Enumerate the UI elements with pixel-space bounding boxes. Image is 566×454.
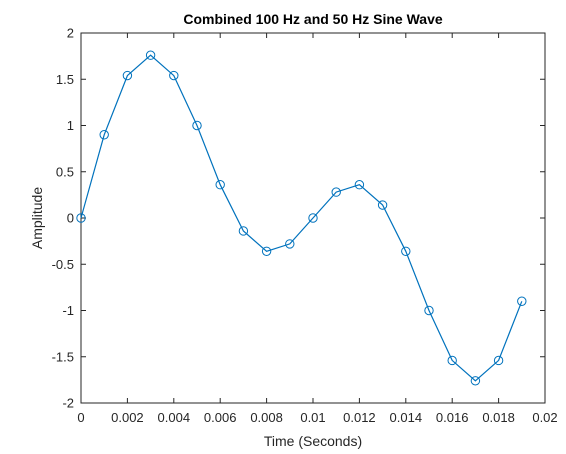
x-axis-ticks: 0 0.002 0.004 0.006 0.008 0.01 0.012 0.014 0.016… bbox=[77, 33, 558, 425]
data-point-marker bbox=[308, 213, 318, 223]
x-tick-label: 0.002 bbox=[111, 410, 144, 425]
y-tick-label: 1.5 bbox=[56, 72, 74, 87]
series-line bbox=[80, 54, 523, 382]
data-point-marker bbox=[261, 246, 272, 257]
plot-area: 0 0.002 0.004 0.006 0.008 0.01 0.012 0.014 0.016… bbox=[52, 26, 558, 426]
data-point-marker bbox=[285, 239, 295, 249]
series-markers bbox=[76, 50, 527, 386]
y-axis-ticks: -2 -1.5 -1 -0.5 0 0.5 1 1.5 2 bbox=[52, 26, 545, 411]
y-tick-label: 1 bbox=[67, 118, 74, 133]
data-point-marker bbox=[76, 213, 86, 223]
y-tick-label: -0.5 bbox=[52, 257, 74, 272]
data-point-marker bbox=[215, 180, 225, 190]
x-tick-label: 0.012 bbox=[343, 410, 376, 425]
data-point-marker bbox=[99, 130, 109, 140]
x-tick-label: 0.018 bbox=[482, 410, 515, 425]
data-point-marker bbox=[331, 187, 341, 197]
data-point-marker bbox=[424, 305, 434, 316]
x-tick-label: 0.014 bbox=[390, 410, 423, 425]
chart-title: Combined 100 Hz and 50 Hz Sine Wave bbox=[183, 11, 443, 27]
x-tick-label: 0.016 bbox=[436, 410, 469, 425]
y-tick-label: -1.5 bbox=[52, 349, 74, 364]
data-point-marker bbox=[145, 50, 156, 60]
data-point-marker bbox=[493, 355, 504, 366]
y-tick-label: 2 bbox=[67, 26, 74, 41]
x-axis-title: Time (Seconds) bbox=[264, 433, 362, 449]
data-point-marker bbox=[377, 200, 388, 210]
data-point-marker bbox=[401, 246, 411, 257]
data-point-marker bbox=[354, 180, 365, 190]
x-tick-label: 0.004 bbox=[158, 410, 191, 425]
y-axis-title: Amplitude bbox=[29, 187, 45, 249]
data-point-marker bbox=[122, 70, 133, 81]
data-point-marker bbox=[192, 120, 202, 131]
data-point-marker bbox=[517, 296, 527, 306]
x-tick-label: 0 bbox=[77, 410, 84, 425]
x-tick-label: 0.006 bbox=[204, 410, 237, 425]
data-point-marker bbox=[447, 355, 457, 366]
y-tick-label: -2 bbox=[62, 396, 74, 411]
data-point-marker bbox=[169, 70, 179, 81]
x-tick-label: 0.008 bbox=[250, 410, 283, 425]
data-point-marker bbox=[470, 376, 481, 386]
data-point-marker bbox=[238, 226, 249, 236]
x-tick-label: 0.02 bbox=[532, 410, 557, 425]
x-tick-label: 0.01 bbox=[300, 410, 325, 425]
y-tick-label: 0 bbox=[67, 211, 74, 226]
y-tick-label: -1 bbox=[62, 303, 74, 318]
y-tick-label: 0.5 bbox=[56, 164, 74, 179]
